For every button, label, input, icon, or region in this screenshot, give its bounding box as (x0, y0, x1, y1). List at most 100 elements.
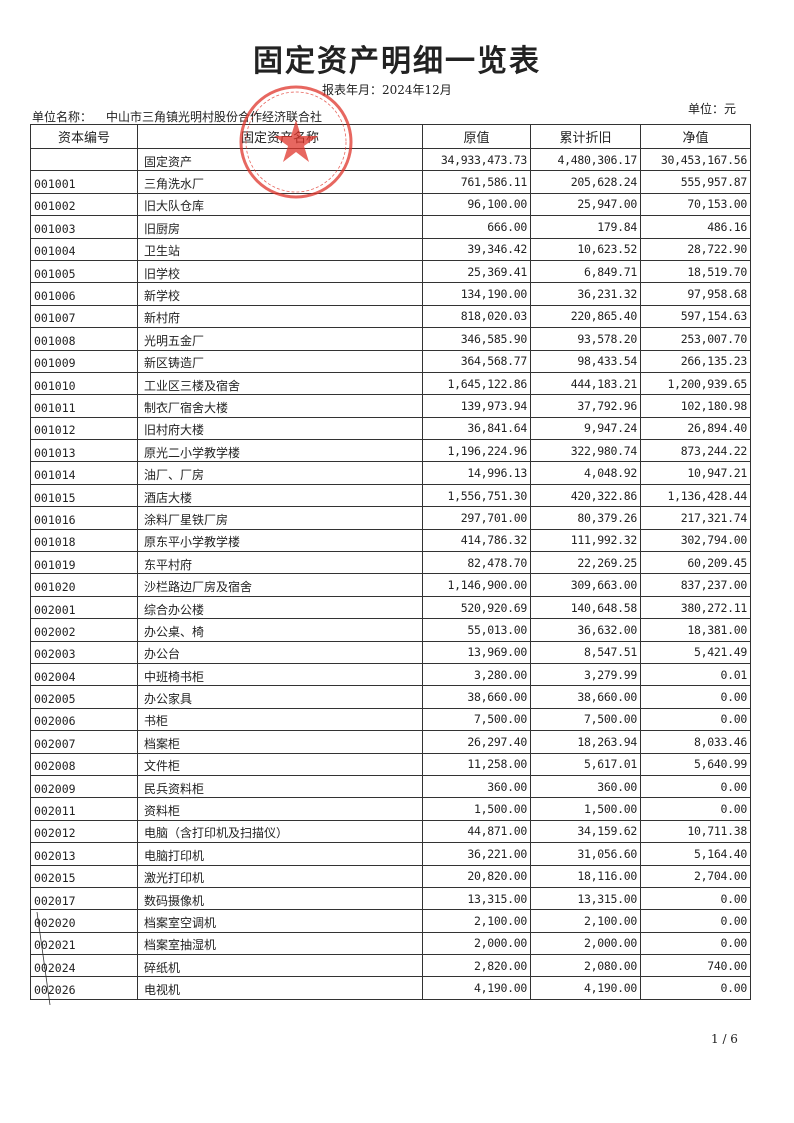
asset-code: 001010 (30, 371, 138, 396)
accumulated-depreciation: 179.84 (530, 215, 641, 239)
asset-code: 002008 (30, 752, 138, 776)
original-value: 36,841.64 (422, 416, 531, 441)
net-value: 0.00 (640, 886, 751, 911)
asset-code: 002020 (30, 909, 138, 933)
original-value: 44,871.00 (422, 819, 531, 844)
accumulated-depreciation: 140,648.58 (530, 595, 641, 620)
asset-code: 001003 (30, 215, 138, 239)
accumulated-depreciation: 360.00 (530, 774, 641, 799)
asset-name: 新村府 (137, 304, 423, 329)
net-value: 2,704.00 (640, 864, 751, 888)
original-value: 7,500.00 (422, 707, 531, 732)
original-value: 11,258.00 (422, 752, 531, 776)
net-value: 18,381.00 (640, 618, 751, 642)
net-value: 0.00 (640, 931, 751, 956)
asset-name: 文件柜 (137, 752, 423, 776)
original-value: 38,660.00 (422, 685, 531, 709)
original-value: 3,280.00 (422, 662, 531, 687)
table-row: 001011 制衣厂宿舍大楼 139,973.94 37,792.96 102,180.… (30, 394, 751, 418)
asset-name: 新学校 (137, 282, 423, 306)
currency-unit: 单位：元 (688, 102, 737, 116)
net-value: 380,272.11 (640, 595, 751, 620)
total-net-value: 30,453,167.56 (640, 147, 751, 172)
original-value: 82,478.70 (422, 551, 531, 575)
asset-code: 001001 (30, 170, 138, 194)
accumulated-depreciation: 80,379.26 (530, 506, 641, 530)
net-value: 873,244.22 (640, 439, 751, 463)
net-value: 302,794.00 (640, 528, 751, 553)
original-value: 25,369.41 (422, 259, 531, 284)
table-row: 001003 旧厨房 666.00 179.84 486.16 (30, 215, 751, 239)
original-value: 4,190.00 (422, 976, 531, 1000)
net-value: 26,894.40 (640, 416, 751, 441)
net-value: 5,421.49 (640, 640, 751, 664)
table-row: 002021 档案室抽湿机 2,000.00 2,000.00 0.00 (30, 931, 751, 956)
asset-name: 数码摄像机 (137, 886, 423, 911)
table-row: 001015 酒店大楼 1,556,751.30 420,322.86 1,136,42… (30, 483, 751, 508)
accumulated-depreciation: 9,947.24 (530, 416, 641, 441)
table-row: 002004 中班椅书柜 3,280.00 3,279.99 0.01 (30, 662, 751, 687)
header-name: 固定资产名称 (137, 124, 423, 149)
original-value: 55,013.00 (422, 618, 531, 642)
net-value: 0.00 (640, 707, 751, 732)
table-row: 001005 旧学校 25,369.41 6,849.71 18,519.70 (30, 259, 751, 284)
original-value: 13,969.00 (422, 640, 531, 664)
asset-code: 001005 (30, 259, 138, 284)
original-value: 139,973.94 (422, 394, 531, 418)
asset-code: 001012 (30, 416, 138, 441)
net-value: 0.00 (640, 976, 751, 1000)
accumulated-depreciation: 31,056.60 (530, 842, 641, 866)
asset-name: 沙栏路边厂房及宿舍 (137, 573, 423, 597)
total-row: 固定资产 34,933,473.73 4,480,306.17 30,453,1… (30, 147, 751, 172)
table-row: 001008 光明五金厂 346,585.90 93,578.20 253,007.70 (30, 327, 751, 351)
original-value: 818,020.03 (422, 304, 531, 329)
table-row: 002020 档案室空调机 2,100.00 2,100.00 0.00 (30, 909, 751, 933)
accumulated-depreciation: 36,632.00 (530, 618, 641, 642)
net-value: 217,321.74 (640, 506, 751, 530)
asset-code: 001004 (30, 237, 138, 261)
table-row: 002001 综合办公楼 520,920.69 140,648.58 380,272.1… (30, 595, 751, 620)
table-row: 002012 电脑（含打印机及扫描仪） 44,871.00 34,159.62 10,7… (30, 819, 751, 844)
original-value: 39,346.42 (422, 237, 531, 261)
original-value: 297,701.00 (422, 506, 531, 530)
asset-code: 001019 (30, 551, 138, 575)
asset-code: 001014 (30, 461, 138, 485)
accumulated-depreciation: 18,116.00 (530, 864, 641, 888)
table-row: 002006 书柜 7,500.00 7,500.00 0.00 (30, 707, 751, 732)
table-row: 002017 数码摄像机 13,315.00 13,315.00 0.00 (30, 886, 751, 911)
asset-name: 酒店大楼 (137, 483, 423, 508)
table-row: 001012 旧村府大楼 36,841.64 9,947.24 26,894.40 (30, 416, 751, 441)
asset-name: 卫生站 (137, 237, 423, 261)
accumulated-depreciation: 1,500.00 (530, 797, 641, 821)
original-value: 1,500.00 (422, 797, 531, 821)
asset-name: 办公桌、椅 (137, 618, 423, 642)
document-title: 固定资产明细一览表 (253, 44, 541, 79)
accumulated-depreciation: 98,433.54 (530, 349, 641, 373)
accumulated-depreciation: 4,190.00 (530, 976, 641, 1000)
total-accumulated-depreciation: 4,480,306.17 (530, 147, 641, 172)
original-value: 414,786.32 (422, 528, 531, 553)
net-value: 837,237.00 (640, 573, 751, 597)
net-value: 597,154.63 (640, 304, 751, 329)
table-row: 002002 办公桌、椅 55,013.00 36,632.00 18,381.00 (30, 618, 751, 642)
accumulated-depreciation: 25,947.00 (530, 192, 641, 217)
asset-name: 资料柜 (137, 797, 423, 821)
table-row: 002013 电脑打印机 36,221.00 31,056.60 5,164.40 (30, 842, 751, 866)
asset-code: 002007 (30, 730, 138, 754)
asset-code: 002003 (30, 640, 138, 664)
original-value: 96,100.00 (422, 192, 531, 217)
accumulated-depreciation: 2,080.00 (530, 954, 641, 978)
net-value: 555,957.87 (640, 170, 751, 194)
table-row: 001020 沙栏路边厂房及宿舍 1,146,900.00 309,663.00 837… (30, 573, 751, 597)
asset-name: 档案室抽湿机 (137, 931, 423, 956)
asset-code: 002001 (30, 595, 138, 620)
original-value: 1,556,751.30 (422, 483, 531, 508)
table-row: 001009 新区铸造厂 364,568.77 98,433.54 266,135.23 (30, 349, 751, 373)
asset-name: 旧厨房 (137, 215, 423, 239)
original-value: 20,820.00 (422, 864, 531, 888)
net-value: 70,153.00 (640, 192, 751, 217)
asset-code: 001015 (30, 483, 138, 508)
net-value: 5,640.99 (640, 752, 751, 776)
accumulated-depreciation: 3,279.99 (530, 662, 641, 687)
table-row: 001004 卫生站 39,346.42 10,623.52 28,722.90 (30, 237, 751, 261)
